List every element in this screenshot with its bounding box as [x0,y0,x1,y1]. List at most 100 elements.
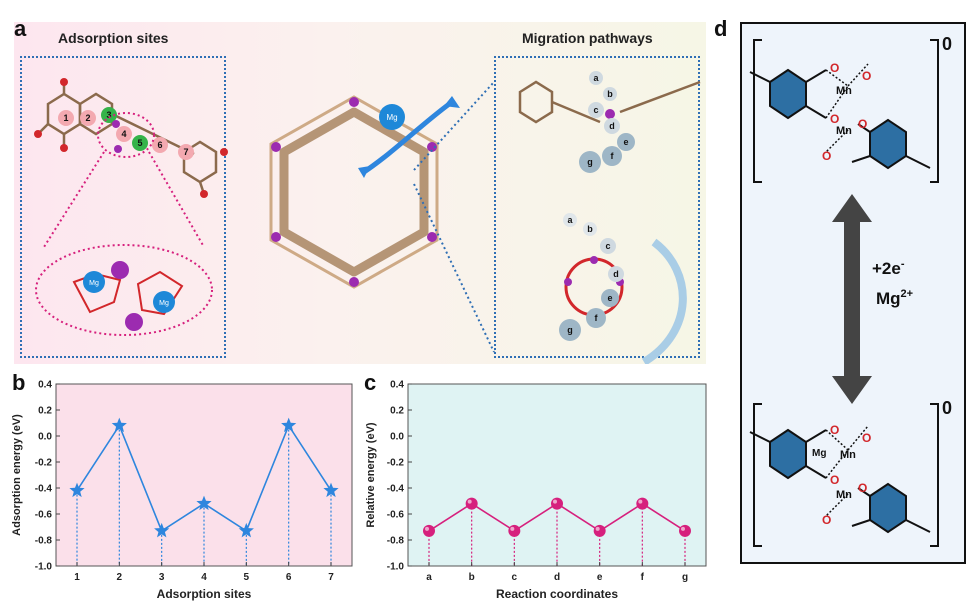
x-tick-label: 2 [117,572,123,583]
y-tick-label: -1.0 [387,562,405,573]
mn-top-2: Mn [836,125,852,137]
charge-state-top: 0 [942,34,952,54]
data-point-star [238,522,254,538]
y-tick-label: -0.8 [35,536,53,547]
pathway-markers: a b c d e f g a b c d e f g [559,71,635,341]
adsorption-zoom-detail: Mg Mg [72,261,184,331]
adsorption-energy-chart: 0.4 0.2 0.0 -0.2 -0.4 -0.6 -0.8 -1.0 1 2 3 4 5 6 7 Ad… [11,380,353,601]
chart-c-xlabel: Reaction coordinates [496,587,618,601]
data-point-highlight [467,499,472,504]
reversible-arrow [832,194,872,404]
chart-b-ylabel: Adsorption energy (eV) [11,414,23,536]
migration-inset-box [494,56,700,358]
mn-bottom-2: Mn [836,489,852,501]
path-e-lower: e [607,293,612,303]
mg-bottom: Mg [812,448,826,459]
adsorption-molecule [34,78,228,198]
oxygen-top-2: O [830,112,839,126]
data-point-circle [508,524,521,537]
data-point-circle [551,497,563,510]
data-point-highlight [681,526,685,531]
oxygen-top-4: O [862,69,871,83]
panel-label-a: a [14,16,27,41]
migration-arrow [362,99,454,175]
oxygen-top-5: O [822,149,831,163]
y-tick-label: 0.4 [38,380,52,391]
y-tick-label: -0.8 [387,536,405,547]
panel-a-illustration: 1 2 3 4 5 6 7 Mg Mg Mg [34,71,701,364]
path-a-lower: a [567,215,573,225]
data-point-star [281,417,297,433]
path-f-upper: f [611,151,615,161]
path-a-upper: a [593,73,599,83]
chart-c-ylabel: Relative energy (eV) [365,422,377,527]
y-tick-label: -0.2 [35,458,53,469]
data-point-circle [679,524,691,537]
panel-d-scheme: O O O O O Mn Mn 0 +2e- Mg2+ O O O [749,34,952,547]
data-point-highlight [510,526,515,531]
data-point-star [323,482,339,498]
adsorption-inset-box [20,56,226,358]
site-5: 5 [137,138,142,148]
adsorption-site-markers: 1 2 3 4 5 6 7 [58,107,194,160]
data-point-star [196,495,212,511]
data-point-highlight [638,499,643,504]
migration-pathways-title: Migration pathways [522,30,653,46]
panel-label-d: d [714,16,728,41]
y-tick-label: -0.6 [387,510,405,521]
reaction-magnesium: Mg2+ [876,288,913,308]
x-tick-label: a [426,572,432,583]
data-point-star [69,482,85,498]
chart-c-y-ticks: 0.4 0.2 0.0 -0.2 -0.4 -0.6 -0.8 -1.0 [387,380,412,573]
oxygen-top-3: O [858,117,867,131]
x-tick-label: 4 [201,572,207,583]
x-tick-label: c [512,572,518,583]
chart-b-markers [69,417,339,538]
path-g-upper: g [587,157,593,167]
y-tick-label: -0.2 [387,458,405,469]
chart-c-plot-area [407,383,707,567]
site-1: 1 [63,113,68,123]
panel-label-b: b [12,370,26,395]
data-point-star [154,522,170,538]
data-point-circle [636,497,649,510]
mn-bottom-1: Mn [840,449,856,461]
site-7: 7 [183,147,188,157]
y-tick-label: -1.0 [35,562,53,573]
y-tick-label: 0.0 [38,432,52,443]
x-tick-label: 5 [244,572,250,583]
x-tick-label: f [641,572,645,583]
x-tick-label: e [597,572,603,583]
path-g-lower: g [567,325,573,335]
data-point-highlight [595,526,600,531]
data-point-circle [593,524,606,537]
x-tick-label: g [682,572,688,583]
oxygen-bottom-5: O [822,513,831,527]
data-point-circle [423,524,435,537]
panel-label-c: c [364,370,377,395]
y-tick-label: 0.2 [390,406,404,417]
x-tick-label: d [554,572,560,583]
framework-nodes [271,97,437,287]
x-tick-label: 1 [74,572,80,583]
path-c-upper: c [593,105,598,115]
reaction-electrons: +2e- [872,258,905,278]
chart-c-markers [423,497,691,537]
zoom-mg-label-1: Mg [89,280,99,287]
y-tick-label: 0.2 [38,406,52,417]
path-d-lower: d [613,269,619,279]
mg-ion [379,104,405,130]
x-tick-label: b [469,572,475,583]
y-tick-label: -0.6 [35,510,53,521]
relative-energy-chart: 0.4 0.2 0.0 -0.2 -0.4 -0.6 -0.8 -1.0 a b c d e f g Re… [365,380,707,601]
chart-b-plot-area [55,383,353,567]
path-b-lower: b [587,224,593,234]
data-point-highlight [553,499,557,504]
oxygen-bottom-4: O [862,431,871,445]
path-e-upper: e [623,137,628,147]
chart-c-x-ticks: a b c d e f g [426,562,688,583]
mof-framework [279,107,429,277]
migration-lower [564,238,687,364]
y-tick-label: -0.4 [387,484,405,495]
y-tick-label: -0.4 [35,484,53,495]
